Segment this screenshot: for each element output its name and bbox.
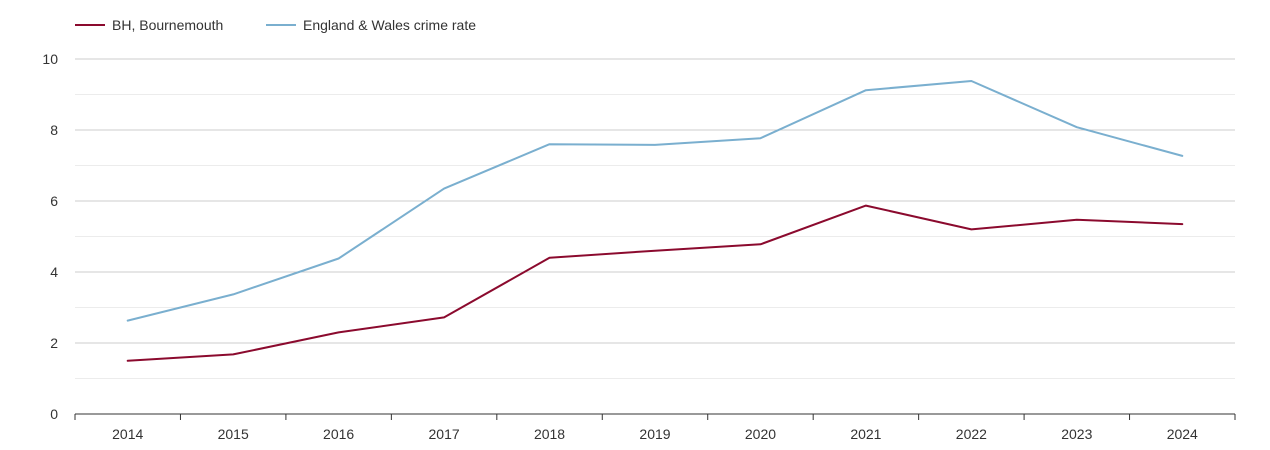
x-tick-label: 2024 bbox=[1167, 426, 1198, 442]
series-layer bbox=[126, 80, 1184, 362]
series-line-england-wales bbox=[126, 80, 1184, 322]
legend: BH, Bournemouth England & Wales crime ra… bbox=[75, 17, 476, 33]
x-tick-label: 2019 bbox=[639, 426, 670, 442]
x-tick-label: 2017 bbox=[429, 426, 460, 442]
y-tick-label: 0 bbox=[50, 406, 58, 422]
legend-item-bournemouth: BH, Bournemouth bbox=[75, 17, 223, 33]
y-tick-label: 6 bbox=[50, 193, 58, 209]
x-tick-label: 2014 bbox=[112, 426, 143, 442]
x-tick-label: 2015 bbox=[218, 426, 249, 442]
y-tick-label: 4 bbox=[50, 264, 58, 280]
legend-label-bournemouth: BH, Bournemouth bbox=[112, 17, 223, 33]
x-tick-label: 2023 bbox=[1061, 426, 1092, 442]
legend-item-england-wales: England & Wales crime rate bbox=[266, 17, 476, 33]
y-tick-label: 10 bbox=[42, 51, 58, 67]
y-tick-label: 8 bbox=[50, 122, 58, 138]
series-line-bournemouth bbox=[126, 204, 1184, 362]
x-tick-label: 2020 bbox=[745, 426, 776, 442]
gridlines bbox=[75, 58, 1235, 379]
y-tick-label: 2 bbox=[50, 335, 58, 351]
x-tick-label: 2018 bbox=[534, 426, 565, 442]
legend-label-england-wales: England & Wales crime rate bbox=[303, 17, 476, 33]
x-axis: 2014 2015 2016 2017 2018 2019 2020 2021 2022 2023… bbox=[74, 413, 1236, 442]
x-tick-label: 2022 bbox=[956, 426, 987, 442]
x-tick-label: 2016 bbox=[323, 426, 354, 442]
x-tick-label: 2021 bbox=[850, 426, 881, 442]
y-axis: 0 2 4 6 8 10 bbox=[42, 51, 58, 422]
